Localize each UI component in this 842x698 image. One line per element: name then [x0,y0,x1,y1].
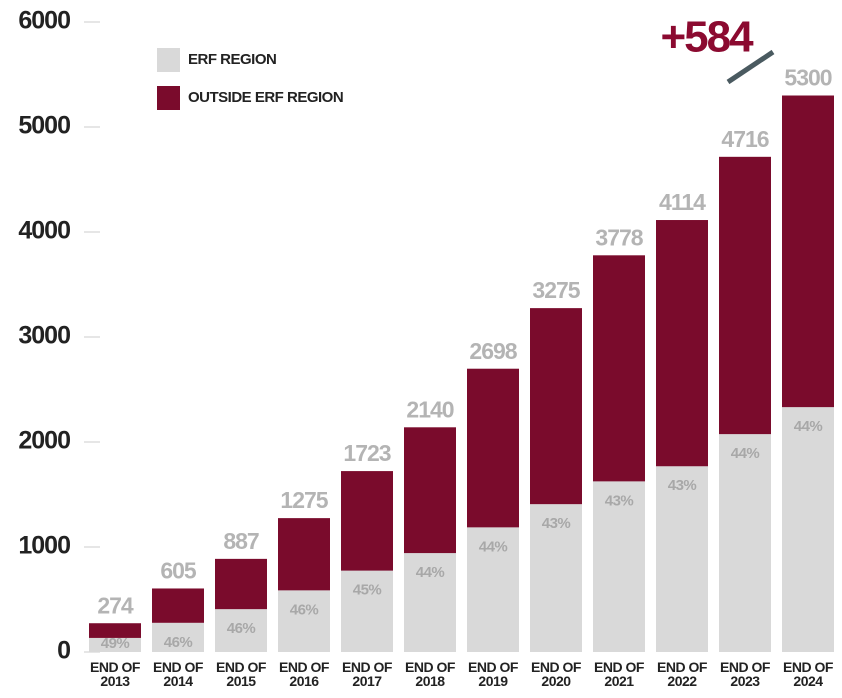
total-label: 1723 [343,440,390,466]
x-tick-label: END OF 2014 [153,659,203,689]
y-tick-label: 0 [57,637,70,665]
total-label: 2698 [469,338,517,364]
share-label: 44% [731,445,760,462]
bar-segment [404,427,456,554]
share-label: 43% [605,492,634,509]
x-tick-label: END OF 2017 [342,659,392,689]
total-label: 3778 [595,224,643,250]
x-tick-label: END OF 2024 [783,659,833,689]
bar-segment [152,622,204,652]
total-label: 274 [97,592,134,618]
bar-segment [593,255,645,482]
legend-label: ERF REGION [188,51,276,68]
bar-segment [782,95,834,408]
bar-segment [656,466,708,652]
bar-segment [719,434,771,652]
total-label: 4114 [659,189,706,215]
bar-segment [215,609,267,652]
bar-segment [278,518,330,591]
annotation-slash [726,49,775,85]
x-tick-label: END OF 2019 [468,659,518,689]
x-tick-label: END OF 2015 [216,659,266,689]
bar-segment [152,588,204,623]
bar-segment [530,504,582,652]
share-label: 44% [479,538,508,555]
x-tick-label: END OF 2016 [279,659,329,689]
y-tick-label: 2000 [18,427,70,455]
bar-segment [467,368,519,528]
bar-segment [719,156,771,435]
bar-segment [404,553,456,652]
legend-swatch [157,48,180,72]
total-label: 3275 [532,277,580,303]
x-tick-label: END OF 2018 [405,659,455,689]
share-label: 49% [101,635,130,652]
total-label: 5300 [784,65,831,91]
share-label: 43% [668,477,697,494]
bar-segment [341,471,393,571]
annotation: +584 [660,13,754,62]
share-label: 44% [416,564,445,581]
bar-segment [341,570,393,652]
bar-segment [593,481,645,652]
x-tick-label: END OF 2022 [657,659,707,689]
x-tick-label: END OF 2020 [531,659,581,689]
bar-segment [89,637,141,652]
share-label: 45% [353,582,382,599]
share-label: 46% [290,601,319,618]
share-label: 44% [794,418,823,435]
share-label: 46% [227,620,256,637]
x-tick-label: END OF 2021 [594,659,644,689]
y-tick-label: 6000 [18,7,70,35]
bar-segment [656,220,708,467]
y-tick-label: 4000 [18,217,70,245]
bar-segment [215,558,267,610]
x-tick-label: END OF 2023 [720,659,770,689]
total-label: 2140 [406,396,453,422]
y-tick-label: 3000 [18,322,70,350]
bar-segment [89,623,141,638]
total-label: 887 [223,528,259,554]
total-label: 605 [160,558,197,584]
y-tick-label: 1000 [18,532,70,560]
y-tick-label: 5000 [18,112,70,140]
bar-segment [467,527,519,652]
share-label: 46% [164,634,193,651]
legend-label: OUTSIDE ERF REGION [188,89,343,106]
bar-segment [530,308,582,505]
bar-segment [782,407,834,652]
total-label: 4716 [721,126,768,152]
x-tick-label: END OF 2013 [90,659,140,689]
share-label: 43% [542,515,571,532]
bar-segment [278,590,330,652]
legend-swatch [157,86,180,110]
total-label: 1275 [280,487,328,513]
